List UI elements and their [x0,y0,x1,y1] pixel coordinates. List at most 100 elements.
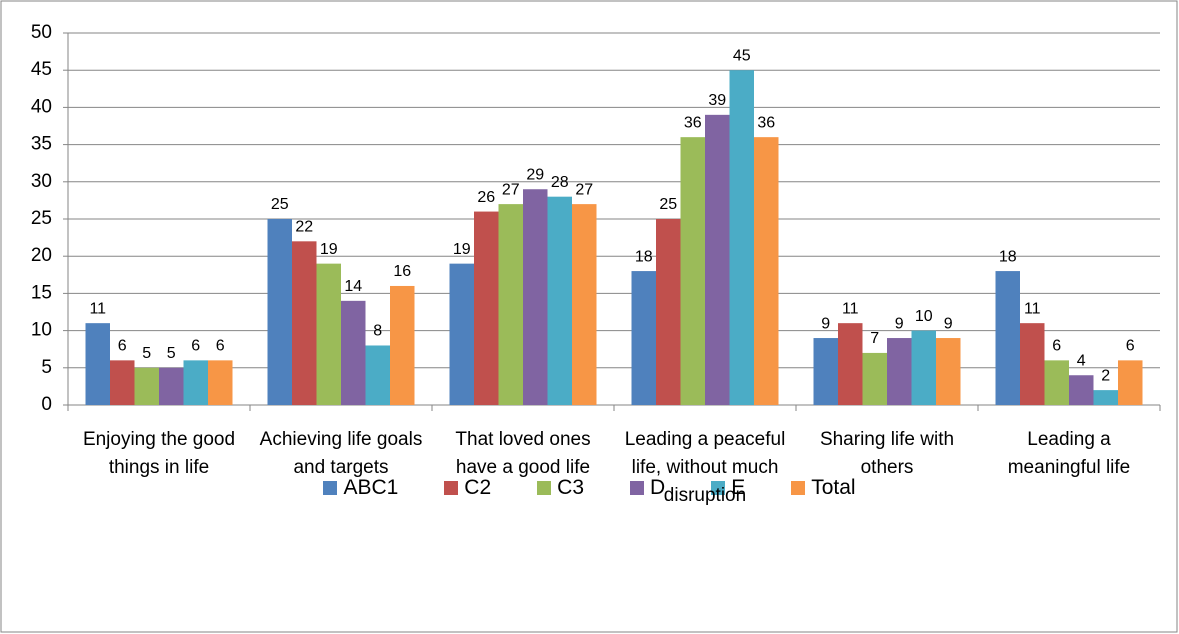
bar [449,263,474,405]
data-label: 14 [344,278,362,295]
bar [474,211,499,405]
bar [838,323,863,405]
bar [341,300,366,405]
legend-item: E [711,476,745,500]
bar [729,70,754,405]
data-label: 11 [842,300,859,317]
legend-swatch [444,481,459,495]
legend-label: D [650,476,666,499]
legend-item: Total [791,476,856,500]
data-label: 6 [1126,338,1135,355]
legend-label: C2 [464,476,492,499]
data-label: 29 [526,166,544,183]
data-label: 10 [915,308,933,325]
y-tick-label: 15 [31,282,52,303]
bar [183,360,208,405]
data-label: 28 [551,174,569,191]
y-tick-label: 40 [31,96,52,117]
data-label: 18 [999,248,1017,265]
data-label: 6 [118,338,127,355]
data-label: 45 [733,47,751,64]
legend-item: C2 [444,476,491,500]
bar [292,241,317,405]
data-label: 36 [757,114,775,131]
data-label: 7 [870,330,879,347]
bar [862,352,887,405]
data-label: 6 [191,338,200,355]
bar [390,285,415,405]
bar [267,219,292,405]
y-tick-label: 45 [31,59,52,80]
bar [995,271,1020,405]
bar [887,338,912,405]
data-label: 9 [944,315,953,332]
x-tick-label: That loved ones have a good life [455,429,591,478]
bar [754,137,779,405]
bar [656,219,681,405]
y-tick-label: 20 [31,245,52,266]
legend-swatch [537,481,552,495]
legend-item: D [630,476,665,500]
y-tick-label: 5 [41,357,52,378]
bar [159,367,184,405]
bar [631,271,656,405]
data-label: 27 [502,181,520,198]
x-tick-label: Enjoying the good things in life [82,429,236,478]
y-tick-label: 0 [41,394,52,415]
data-label: 5 [142,345,151,362]
legend-swatch [791,481,806,495]
data-label: 16 [393,263,411,280]
legend-swatch [323,481,338,495]
bar [1044,360,1069,405]
data-label: 9 [821,315,830,332]
legend-label: ABC1 [343,476,399,499]
legend-swatch [711,481,726,495]
y-tick-label: 35 [31,134,52,155]
legend-item: ABC1 [323,476,398,500]
bar [498,204,523,405]
bar [813,338,838,405]
y-tick-label: 50 [31,22,52,43]
data-label: 5 [167,345,176,362]
data-label: 8 [373,323,382,340]
bar [1093,390,1118,405]
bar [680,137,705,405]
data-label: 25 [271,196,289,213]
bar [1020,323,1045,405]
bar [208,360,233,405]
data-label: 9 [895,315,904,332]
bar [523,189,548,405]
bar [134,367,159,405]
legend: ABC1 C2 C3 D E Total [0,476,1179,500]
data-label: 39 [708,92,726,109]
y-tick-label: 25 [31,208,52,229]
data-label: 2 [1101,367,1110,384]
data-label: 27 [575,181,593,198]
data-label: 26 [477,189,495,206]
legend-swatch [630,481,645,495]
data-label: 22 [295,219,313,236]
data-label: 11 [1024,300,1041,317]
data-label: 19 [320,241,338,258]
data-label: 36 [684,114,702,131]
x-tick-label: Leading a meaningful life [1007,429,1131,478]
data-label: 11 [89,300,106,317]
bar [110,360,135,405]
legend-label: C3 [557,476,585,499]
y-tick-label: 30 [31,171,52,192]
data-label: 18 [635,248,653,265]
data-label: 25 [659,196,677,213]
legend-label: E [731,476,746,499]
y-tick-label: 10 [31,320,52,341]
data-label: 6 [1052,338,1061,355]
bar [1069,375,1094,405]
x-tick-label: Achieving life goals and targets [259,429,423,478]
bar [936,338,961,405]
x-tick-label: Leading a peaceful life, without much di… [624,429,786,506]
bar [85,323,110,405]
legend-item: C3 [537,476,584,500]
x-tick-label: Sharing life with others [819,429,955,478]
